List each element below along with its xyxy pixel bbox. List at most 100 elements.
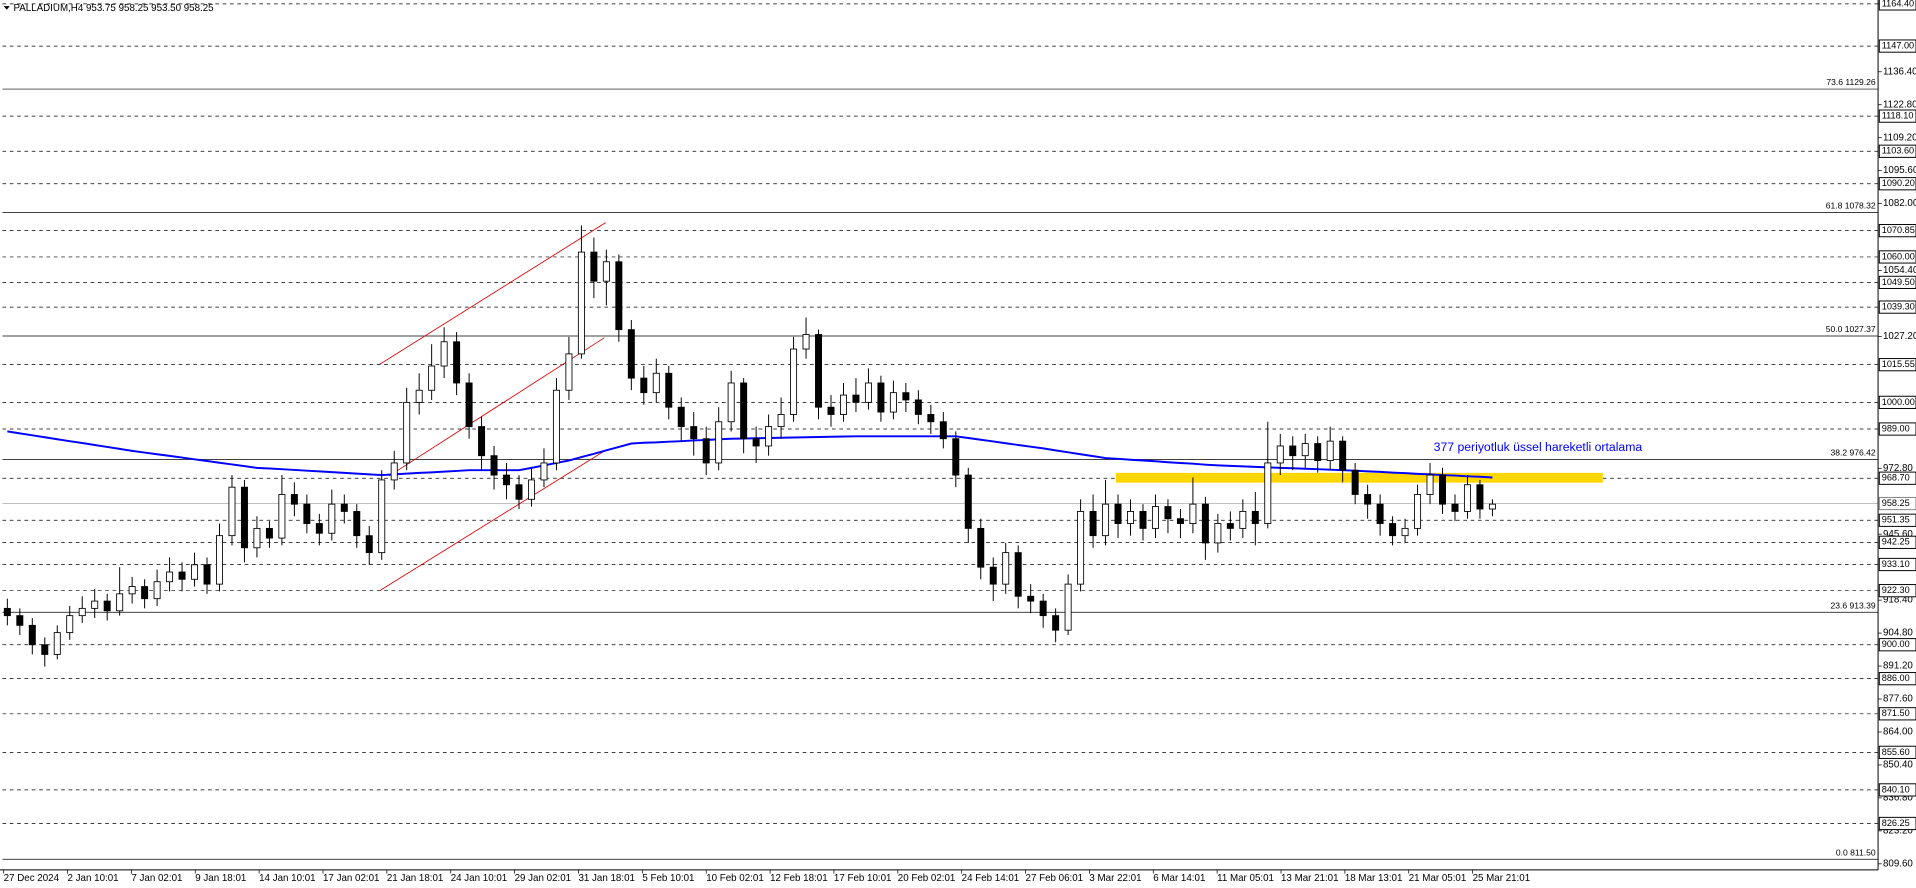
candle-body: [265, 527, 273, 539]
candle-body: [1339, 440, 1347, 471]
level-box: [1878, 638, 1916, 652]
y-tick-label: 823.20: [1883, 825, 1913, 836]
candle-body: [1251, 510, 1259, 524]
candle-body: [1289, 445, 1297, 457]
candle-body: [103, 600, 111, 612]
x-tick-label: 31 Jan 18:01: [578, 873, 634, 884]
level-box: [1878, 535, 1916, 549]
candle-body: [278, 494, 286, 539]
menu-arrow: [3, 6, 10, 10]
candle-body: [3, 607, 11, 617]
candle-body: [1276, 445, 1284, 464]
candle-body: [702, 438, 710, 464]
level-label: 826.25: [1882, 818, 1910, 828]
candle-body: [540, 462, 548, 481]
level-label: 968.70: [1882, 473, 1910, 483]
level-box: [1878, 300, 1916, 314]
candle-body: [1439, 474, 1446, 505]
candle-body: [91, 600, 99, 609]
y-tick-label: 864.00: [1883, 727, 1913, 738]
level-box: [1878, 395, 1916, 409]
candle-body: [378, 479, 386, 554]
candle-body: [16, 615, 24, 626]
candle-body: [1463, 484, 1471, 512]
x-tick-label: 12 Feb 18:01: [770, 873, 828, 884]
candle-body: [328, 503, 336, 534]
candle-body: [1214, 523, 1222, 544]
y-tick-label: 809.60: [1883, 858, 1913, 869]
candle-body: [166, 571, 174, 583]
level-label: 1039.30: [1882, 302, 1915, 312]
x-tick-label: 2 Jan 10:01: [68, 873, 119, 884]
level-label: 922.30: [1882, 585, 1910, 595]
candle-body: [1389, 523, 1397, 537]
level-label: 1015.55: [1882, 359, 1915, 369]
y-tick-label: 945.60: [1883, 529, 1913, 540]
chart-title: PALLADIUM,H4 953.75 958.25 953.50 958.25: [13, 3, 214, 14]
y-tick-label: 1109.20: [1883, 132, 1916, 143]
x-tick-label: 17 Feb 10:01: [834, 873, 892, 884]
ema-label: 377 periyotluk üssel hareketli ortalama: [1434, 440, 1643, 454]
candle-body: [590, 251, 598, 282]
y-tick-label: 850.40: [1883, 760, 1913, 771]
candle-body: [1326, 440, 1334, 461]
candle-body: [203, 564, 211, 585]
candle-body: [552, 389, 560, 464]
candle-body: [1139, 510, 1147, 529]
candle-body: [952, 438, 960, 476]
level-label: 886.00: [1882, 673, 1910, 683]
candle-body: [1401, 527, 1409, 537]
level-label: 840.10: [1882, 784, 1910, 794]
level-label: 1000.00: [1882, 397, 1915, 407]
candle-body: [1239, 510, 1247, 529]
zone-highlight: [1115, 472, 1603, 483]
level-label: 1070.85: [1882, 225, 1915, 235]
level-label: 900.00: [1882, 639, 1910, 649]
fib-label: 38.2 976.42: [1830, 448, 1875, 458]
candle-body: [503, 474, 511, 486]
level-label: 951.35: [1882, 515, 1910, 525]
fib-label: 50.0 1027.37: [1826, 324, 1876, 334]
candle-body: [365, 535, 373, 554]
candle-body: [1376, 503, 1384, 524]
y-tick-label: 1136.40: [1883, 66, 1916, 77]
candle-body: [1077, 510, 1085, 585]
candle-body: [964, 474, 972, 529]
candle-body: [1039, 600, 1047, 617]
x-tick-label: 7 Jan 02:01: [131, 873, 182, 884]
current-price-box: [1878, 496, 1916, 511]
candle-body: [877, 382, 885, 413]
candle-body: [765, 426, 773, 447]
level-box: [1878, 250, 1916, 264]
candle-body: [1027, 595, 1035, 602]
candle-body: [652, 372, 660, 394]
levels-layer: 73.6 1129.26 61.8 1078.32 50.0 1027.37 38.2…: [2, 3, 1879, 860]
candle-body: [1201, 503, 1209, 544]
level-box: [1878, 707, 1916, 721]
x-tick-label: 6 Mar 14:01: [1153, 873, 1205, 884]
y-tick-label: 1122.80: [1883, 99, 1916, 110]
candle-body: [1064, 583, 1072, 631]
level-box: [1878, 39, 1916, 53]
candle-body: [28, 624, 36, 646]
candle-body: [1264, 462, 1272, 524]
candle-body: [1114, 503, 1122, 524]
x-tick-label: 11 Mar 05:01: [1217, 873, 1274, 884]
level-box: [1878, 672, 1916, 686]
candle-body: [403, 401, 411, 464]
candle-body: [627, 329, 635, 379]
candle-body: [677, 406, 685, 428]
candle-body: [390, 462, 398, 481]
candle-body: [989, 566, 997, 585]
candle-body: [727, 382, 735, 423]
level-label: 942.25: [1882, 537, 1910, 547]
candle-body: [66, 615, 74, 634]
candle-body: [290, 494, 298, 505]
candle-body: [889, 392, 897, 413]
level-box: [1878, 584, 1916, 598]
level-box: [1878, 358, 1916, 372]
candle-body: [440, 341, 448, 367]
x-tick-label: 5 Feb 10:01: [642, 873, 694, 884]
candle-body: [1002, 552, 1010, 585]
